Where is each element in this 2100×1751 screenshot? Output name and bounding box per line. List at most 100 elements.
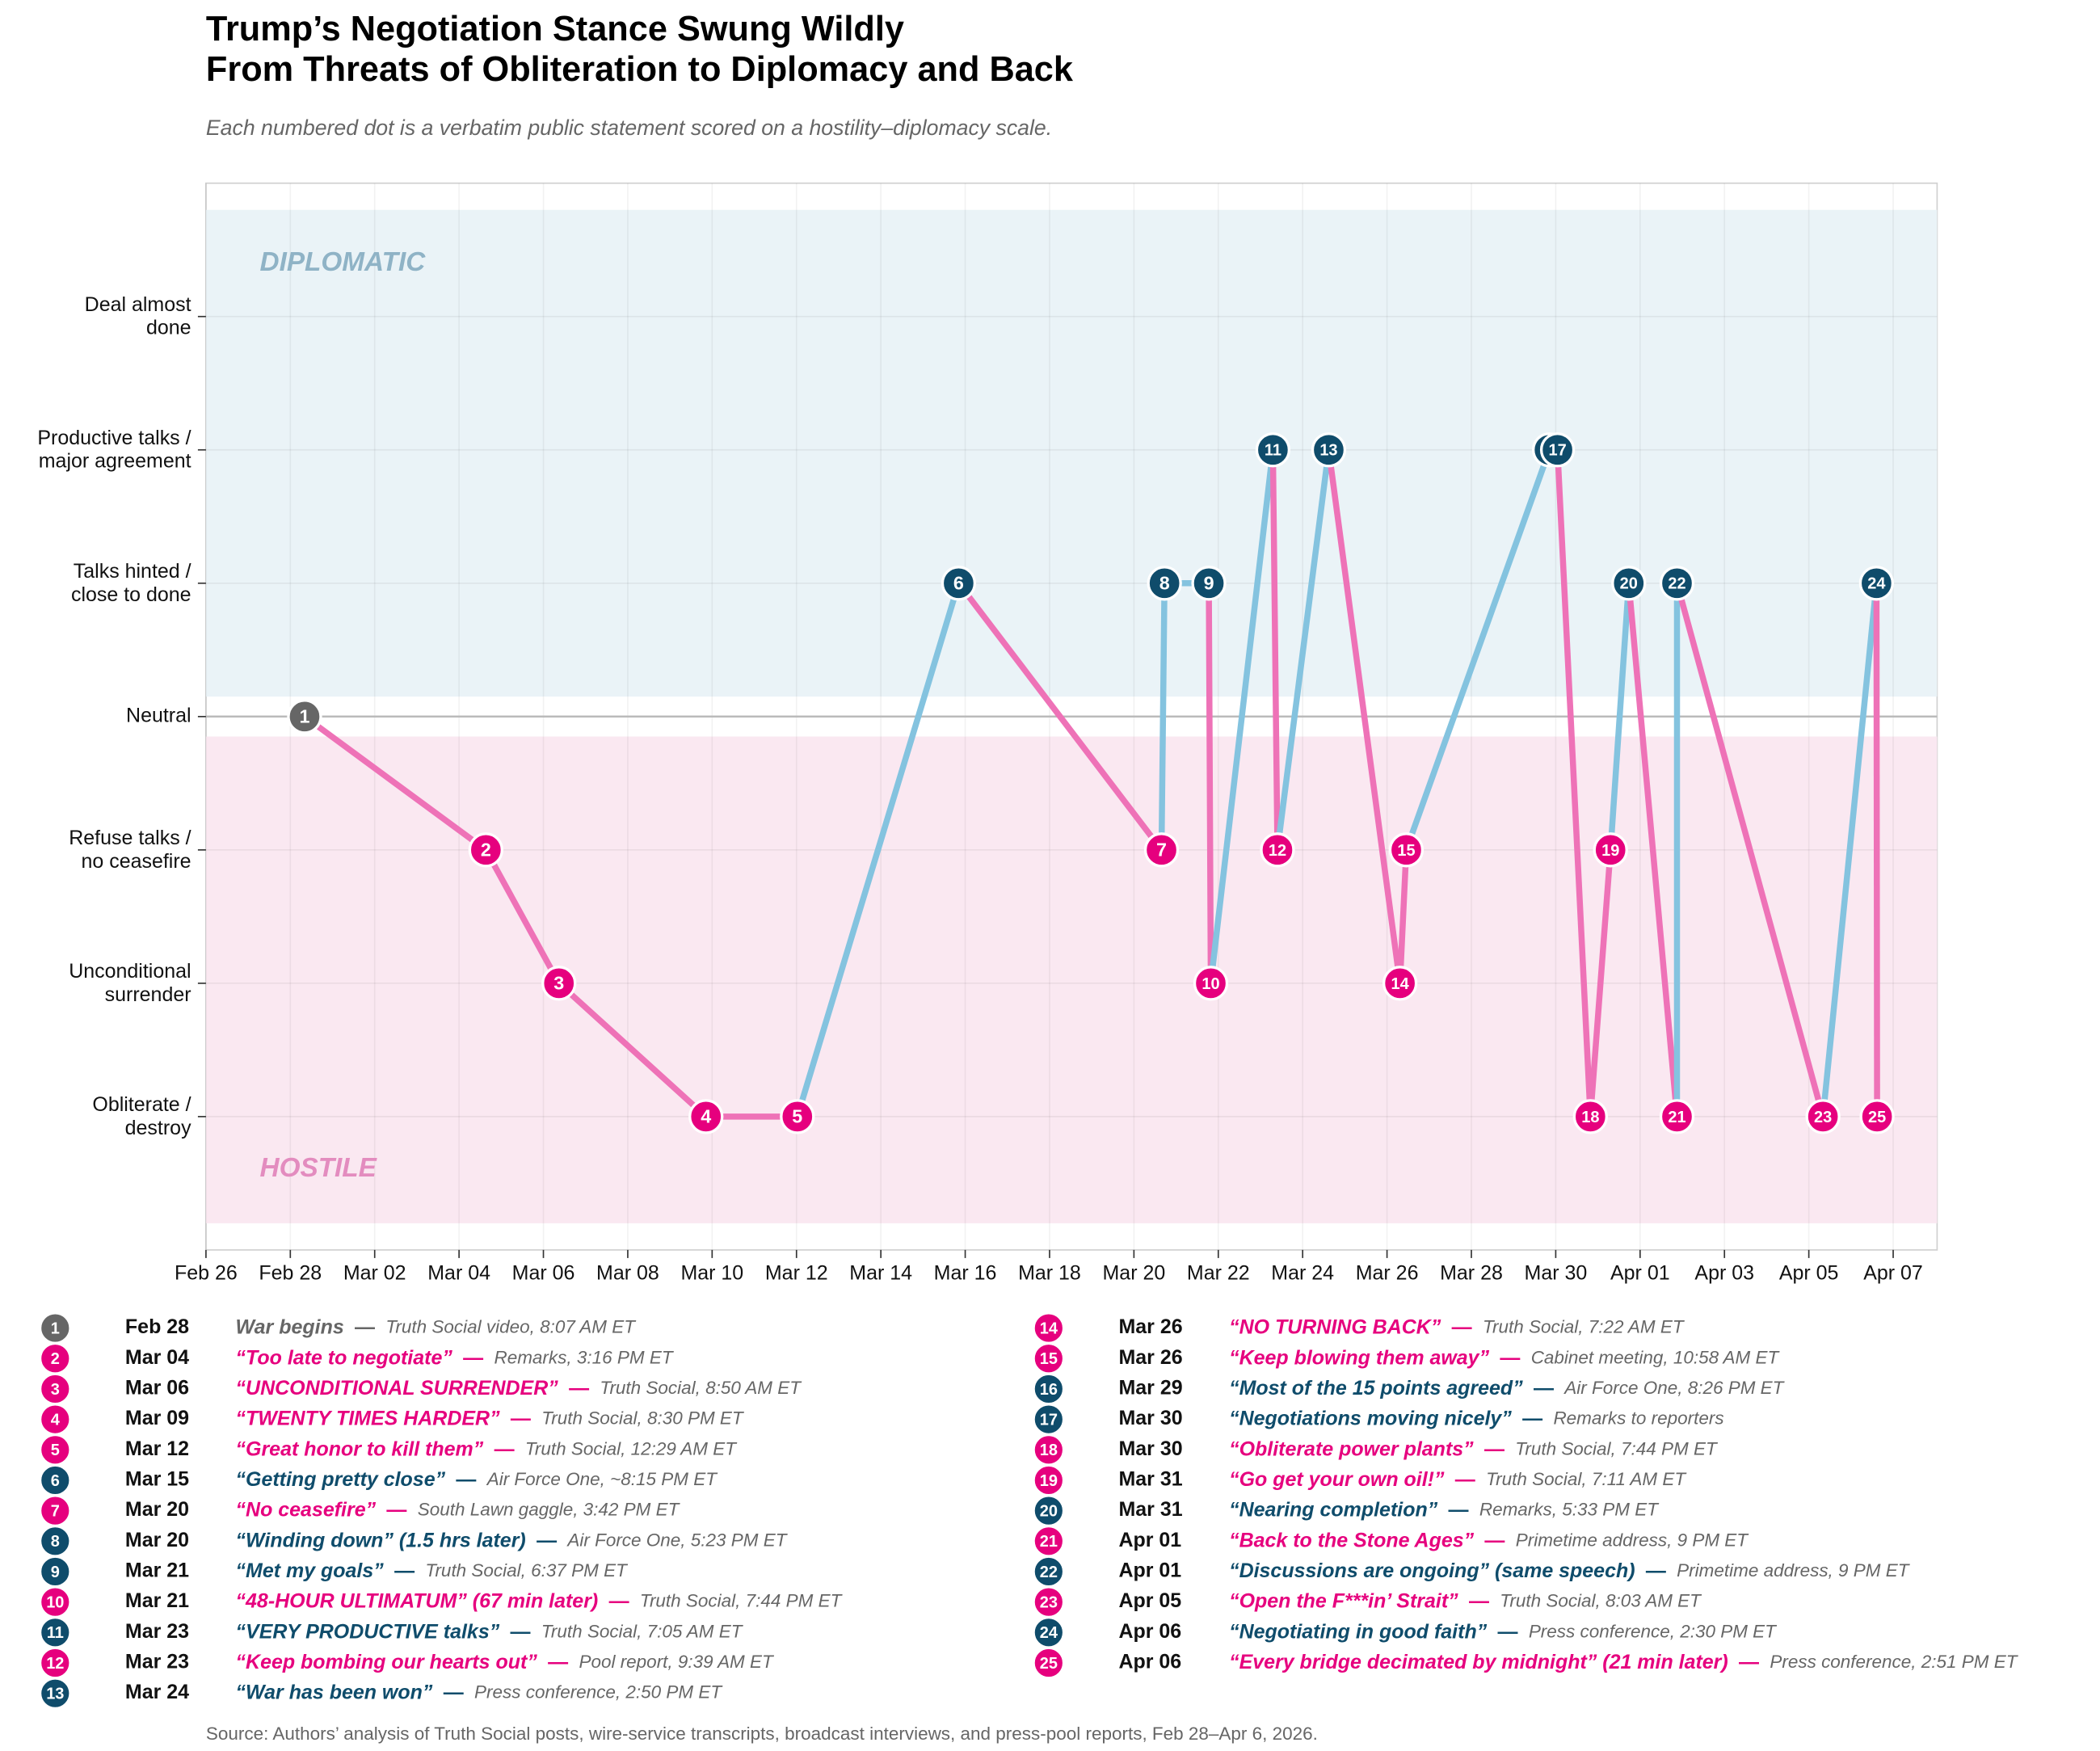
legend-quote: “Negotiations moving nicely” [1229, 1407, 1512, 1429]
legend-quote: “Nearing completion” [1229, 1498, 1438, 1521]
dot-number: 21 [1668, 1109, 1685, 1126]
dot-number: 12 [1269, 842, 1286, 860]
legend-date: Mar 23 [125, 1620, 189, 1643]
legend-separator: — [1646, 1559, 1666, 1582]
legend-date: Mar 21 [125, 1589, 189, 1612]
legend-quote: “48-HOUR ULTIMATUM” (67 min later) [236, 1589, 599, 1612]
legend-date: Mar 31 [1118, 1468, 1182, 1491]
chart-subtitle: Each numbered dot is a verbatim public s… [206, 116, 1052, 140]
chart-title: From Threats of Obliteration to Diplomac… [206, 50, 1074, 89]
legend-number: 12 [46, 1655, 64, 1673]
legend-separator: — [1484, 1529, 1505, 1551]
legend-separator: — [511, 1407, 531, 1429]
legend-date: Mar 23 [125, 1651, 189, 1673]
legend-separator: — [1469, 1589, 1489, 1612]
dot-number: 3 [553, 973, 564, 994]
dot-number: 23 [1814, 1109, 1832, 1126]
legend-source: Truth Social, 7:22 AM ET [1483, 1317, 1685, 1337]
legend-number: 3 [51, 1381, 60, 1399]
trend-segment [482, 847, 562, 987]
statement-dot [1539, 432, 1576, 468]
legend-number: 16 [1040, 1381, 1058, 1399]
legend-entry: “Keep bombing our hearts out” — Pool repor… [236, 1651, 775, 1673]
dot-number: 19 [1601, 842, 1619, 860]
legend-entry: “VERY PRODUCTIVE talks” — Truth Social, 7:… [236, 1620, 744, 1643]
legend-entry: War begins — Truth Social video, 8:07 AM E… [236, 1315, 638, 1338]
trend-segment [1873, 580, 1880, 1120]
statement-dot [1572, 1099, 1608, 1134]
x-tick-label: Mar 30 [1525, 1261, 1588, 1284]
statement-dot [1193, 966, 1229, 1001]
dot-number: 5 [792, 1106, 802, 1127]
legend-number: 19 [1040, 1472, 1058, 1490]
x-tick-label: Mar 08 [596, 1261, 659, 1284]
legend-separator: — [1522, 1407, 1542, 1429]
legend-entry: “Open the F***in’ Strait” — Truth Social, … [1229, 1589, 1702, 1612]
legend-entry: “Met my goals” — Truth Social, 6:37 PM ET [236, 1559, 629, 1582]
legend-entry: “Great honor to kill them” — Truth Social,… [236, 1437, 739, 1460]
x-tick-label: Mar 10 [680, 1261, 743, 1284]
legend-entry: “Keep blowing them away” — Cabinet meeting… [1229, 1346, 1780, 1369]
legend-number: 6 [51, 1472, 60, 1490]
dot-number: 17 [1548, 442, 1566, 460]
x-tick-label: Mar 20 [1103, 1261, 1166, 1284]
legend-source: Remarks, 3:16 PM ET [494, 1347, 674, 1367]
legend-separator: — [1449, 1498, 1469, 1521]
zone-label: HOSTILE [260, 1153, 378, 1183]
legend-entry: “Winding down” (1.5 hrs later) — Air Force… [236, 1529, 789, 1551]
legend-entry: “Back to the Stone Ages” — Primetime addre… [1229, 1529, 1749, 1551]
legend-number: 4 [51, 1412, 60, 1429]
legend-separator: — [1455, 1468, 1475, 1491]
trend-segment [1207, 447, 1277, 987]
legend-source: Press conference, 2:50 PM ET [474, 1682, 723, 1703]
statement-dot [941, 566, 977, 601]
statement-dot [287, 699, 322, 734]
legend-dot [39, 1677, 71, 1710]
legend-quote: “VERY PRODUCTIVE talks” [236, 1620, 500, 1643]
trend-segment [1396, 847, 1410, 987]
statement-dot [1191, 566, 1227, 601]
legend-date: Mar 30 [1118, 1437, 1182, 1460]
statement-dot [1805, 1099, 1841, 1134]
legend-quote: “UNCONDITIONAL SURRENDER” [236, 1377, 559, 1400]
trend-segment [301, 713, 490, 853]
legend-quote: “Go get your own oil!” [1229, 1468, 1445, 1491]
legend-date: Mar 20 [125, 1529, 189, 1551]
legend-source: Truth Social, 8:30 PM ET [541, 1408, 745, 1429]
dot-number: 15 [1397, 842, 1415, 860]
legend-quote: “Negotiating in good faith” [1229, 1620, 1488, 1643]
trend-segment [1269, 447, 1281, 853]
statement-dot [1659, 1099, 1695, 1134]
legend-source: Air Force One, 8:26 PM ET [1563, 1378, 1785, 1398]
x-tick-label: Apr 05 [1779, 1261, 1839, 1284]
trend-segment [1587, 847, 1614, 1120]
statement-dot [1147, 566, 1182, 601]
y-tick-label: Obliterate / destroy [92, 1093, 191, 1139]
legend-separator: — [1534, 1377, 1554, 1400]
x-tick-label: Mar 22 [1187, 1261, 1250, 1284]
legend-separator: — [1452, 1315, 1472, 1338]
legend-source: Truth Social, 7:11 AM ET [1486, 1469, 1687, 1489]
legend-source: Air Force One, ~8:15 PM ET [486, 1469, 718, 1489]
legend-source: Pool report, 9:39 AM ET [579, 1652, 775, 1672]
legend-date: Mar 30 [1118, 1407, 1182, 1429]
legend-entry: “Every bridge decimated by midnight” (21… [1229, 1651, 2019, 1673]
chart-title: Trump’s Negotiation Stance Swung Wildly [206, 10, 904, 48]
trend-segment [1820, 580, 1880, 1120]
legend-date: Mar 31 [1118, 1498, 1182, 1521]
legend-source: Remarks to reporters [1553, 1408, 1723, 1429]
legend-entry: “TWENTY TIMES HARDER” — Truth Social, 8:30… [236, 1407, 745, 1429]
legend-entry: “Nearing completion” — Remarks, 5:33 PM ET [1229, 1498, 1660, 1521]
legend-quote: “Getting pretty close” [236, 1468, 446, 1491]
dot-number: 2 [481, 840, 491, 861]
legend-number: 14 [1040, 1320, 1058, 1338]
legend-separator: — [548, 1651, 568, 1673]
legend-quote: War begins [236, 1315, 344, 1338]
legend-date: Apr 01 [1118, 1529, 1181, 1551]
legend-entry: “NO TURNING BACK” — Truth Social, 7:22 AM … [1229, 1315, 1685, 1338]
statement-dot [1859, 1099, 1895, 1134]
legend-source: Truth Social video, 8:07 AM ET [385, 1317, 637, 1337]
legend-date: Apr 06 [1118, 1651, 1181, 1673]
trend-segment [1403, 447, 1553, 853]
legend-source: Truth Social, 8:50 AM ET [600, 1378, 802, 1398]
